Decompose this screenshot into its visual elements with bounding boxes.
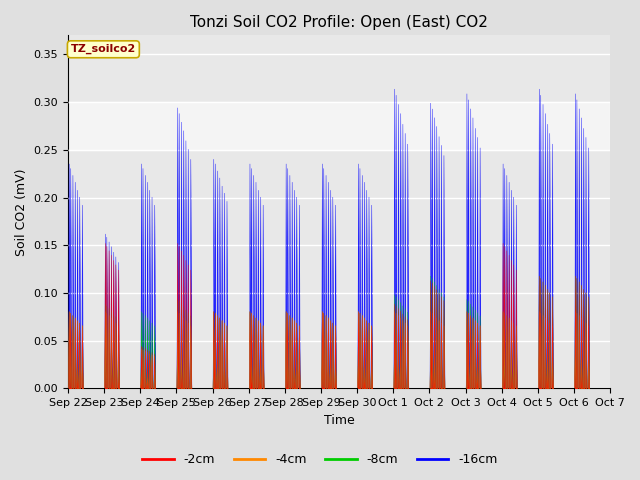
Bar: [68, 102, 610, 150]
Title: Tonzi Soil CO2 Profile: Open (East) CO2: Tonzi Soil CO2 Profile: Open (East) CO2: [190, 15, 488, 30]
Text: TZ_soilco2: TZ_soilco2: [71, 44, 136, 54]
X-axis label: Time: Time: [324, 414, 355, 427]
Legend: -2cm, -4cm, -8cm, -16cm: -2cm, -4cm, -8cm, -16cm: [138, 448, 502, 471]
Y-axis label: Soil CO2 (mV): Soil CO2 (mV): [15, 168, 28, 255]
